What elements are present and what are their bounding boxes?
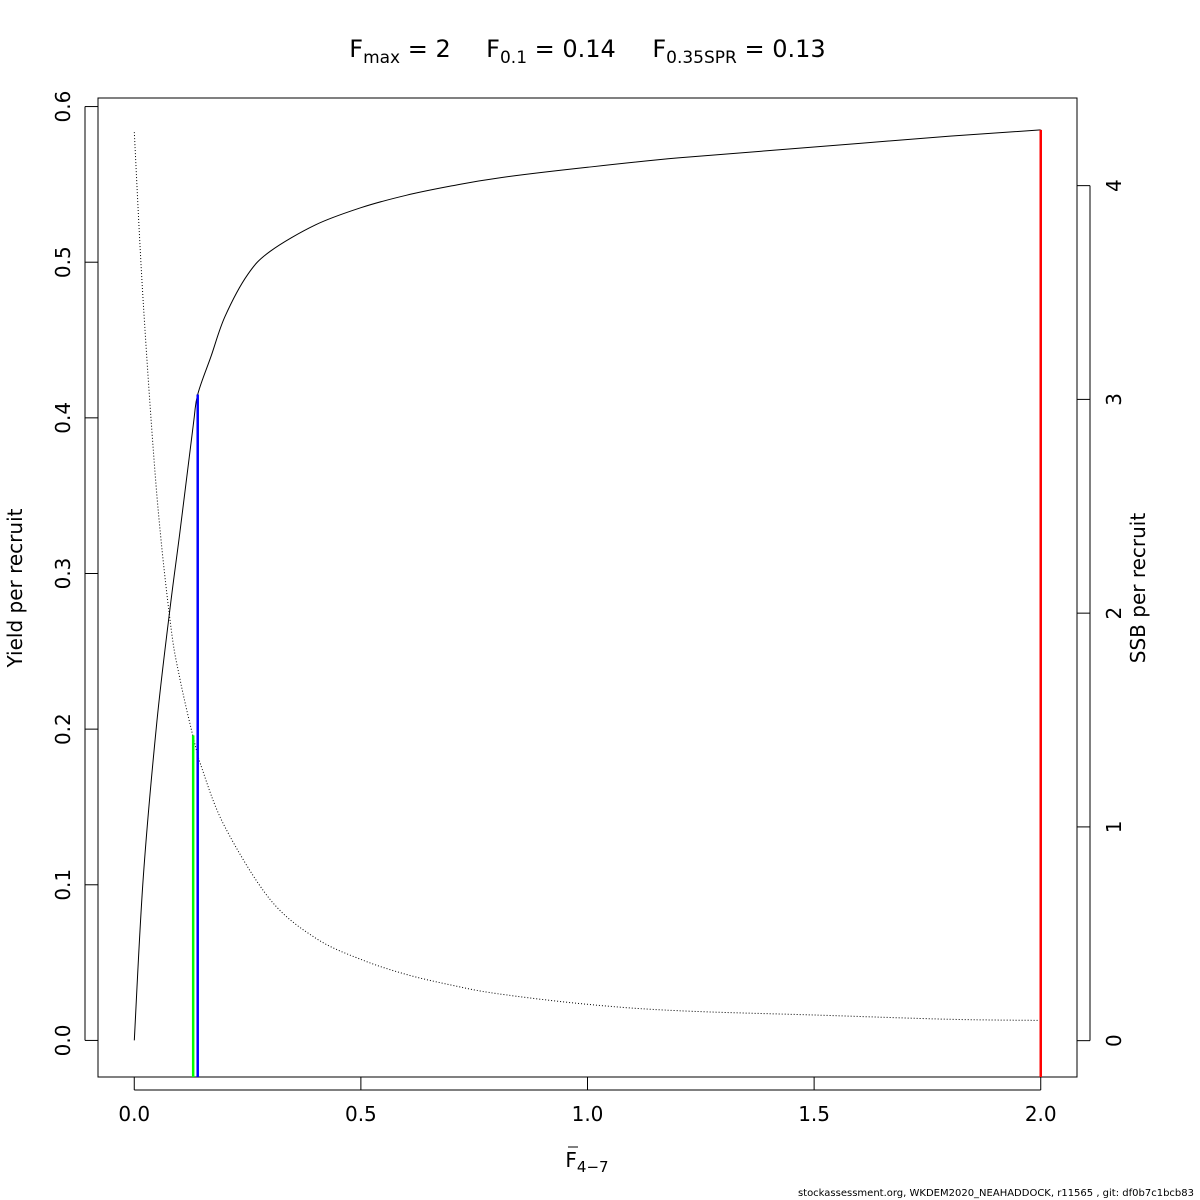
x-axis-title: F4−7 [565, 1146, 609, 1176]
y-right-tick-label: 1 [1102, 821, 1126, 834]
x-tick-label: 2.0 [1025, 1102, 1057, 1126]
chart-title: Fmax = 2 F0.1 = 0.14 F0.35SPR = 0.13 [349, 35, 825, 68]
y-right-tick-label: 2 [1102, 607, 1126, 620]
x-axis-title-text: F4−7 [565, 1148, 608, 1176]
yield-curve [133, 129, 1041, 1041]
x-axis: 0.0 0.5 1.0 1.5 2.0 [118, 1077, 1057, 1126]
y-right-tick-label: 3 [1102, 393, 1126, 406]
y-left-tick-label: 0.5 [51, 246, 75, 278]
y-axis-right: 0 1 2 3 4 [1077, 179, 1126, 1047]
title-part: F0.1 = 0.14 [486, 35, 616, 68]
y-axis-left: 0.0 0.1 0.2 0.3 0.4 0.5 0.6 [51, 91, 98, 1057]
x-tick-label: 1.5 [798, 1102, 830, 1126]
title-part: Fmax = 2 [349, 35, 451, 68]
title-part: F0.35SPR = 0.13 [652, 35, 825, 68]
y-left-tick-label: 0.2 [51, 713, 75, 745]
y-right-tick-label: 4 [1102, 179, 1126, 192]
x-tick-label: 0.0 [118, 1102, 150, 1126]
x-tick-label: 1.0 [572, 1102, 604, 1126]
y-axis-right-title: SSB per recruit [1126, 513, 1150, 664]
series-group [133, 129, 1041, 1041]
y-axis-left-title: Yield per recruit [3, 508, 27, 668]
y-left-tick-label: 0.6 [51, 91, 75, 123]
y-left-tick-label: 0.3 [51, 558, 75, 590]
ssb-curve [133, 132, 1041, 1021]
y-left-tick-label: 0.0 [51, 1025, 75, 1057]
x-tick-label: 0.5 [345, 1102, 377, 1126]
plot-frame [97, 97, 1078, 1078]
reference-lines [191, 129, 1042, 1077]
y-left-tick-label: 0.4 [51, 402, 75, 434]
y-left-tick-label: 0.1 [51, 869, 75, 901]
y-right-tick-label: 0 [1102, 1034, 1126, 1047]
footer-credit: stockassessment.org, WKDEM2020_NEAHADDOC… [798, 1188, 1194, 1199]
